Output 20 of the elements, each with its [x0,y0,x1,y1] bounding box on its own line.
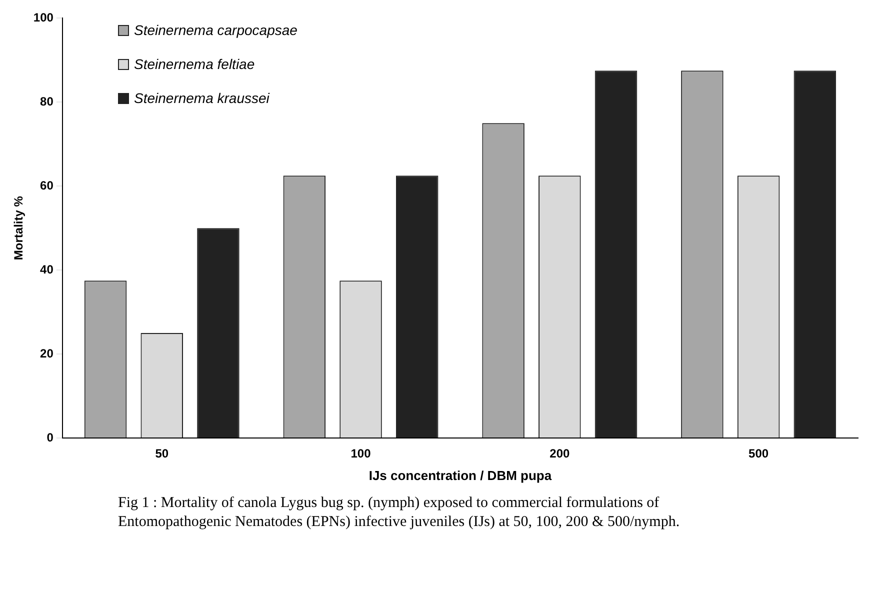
x-tick-label: 200 [550,446,570,461]
bar [794,70,836,438]
legend-label: Steinernema kraussei [134,90,270,106]
y-tick-label: 40 [40,262,54,276]
bar [197,228,240,438]
y-tick-label: 100 [33,10,54,25]
x-axis-title: IJs concentration / DBM pupa [368,468,552,483]
legend-label: Steinernema feltiae [134,56,255,72]
legend-label: Steinernema carpocapsae [134,22,298,38]
bar [396,176,438,438]
y-tick-label: 0 [46,430,54,444]
x-tick-label: 100 [350,446,372,461]
y-tick-label: 60 [40,178,54,192]
x-tick-label: 50 [155,446,169,461]
bar [594,70,638,438]
x-tick-label: 500 [748,446,769,461]
y-axis-title: Mortality % [12,196,26,260]
y-tick-label: 20 [40,346,54,360]
y-tick-label: 80 [40,94,54,108]
caption: Fig 1 : Mortality of canola Lygus bug sp. (nymph) exposed to commercial formulations of Entomopathogenic Nematodes (EPNs) infective juveniles (IJs) at 50, 100, 200 & 500/nymph. [118,494,681,532]
